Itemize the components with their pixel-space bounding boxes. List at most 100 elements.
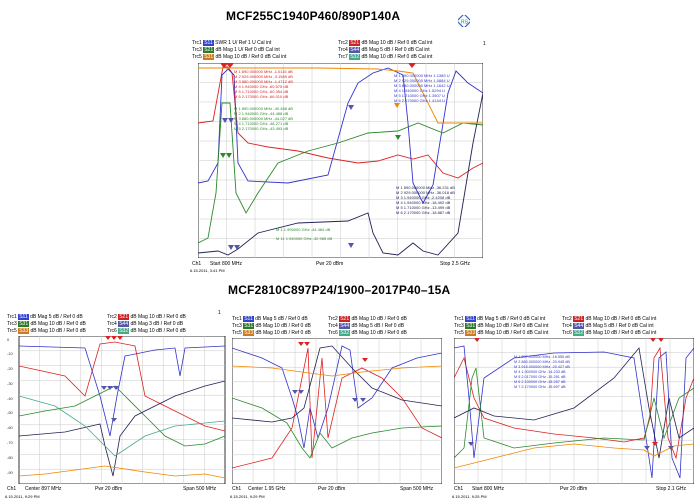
svg-text:M 4 1.900000 GHz -14.233 dB: M 4 1.900000 GHz -14.233 dB	[514, 370, 566, 374]
svg-text:-20: -20	[7, 366, 14, 371]
mid-footer-date: 6.15.2011, 9:29 PM	[230, 494, 265, 499]
top-trace-row-6: Trc7 S32 dB Mag 10 dB / Ref 0 dB Cal int	[338, 54, 432, 60]
right-footer-date: 6.15.2011, 9:25 PM	[452, 494, 487, 499]
top-trace-row-1: Trc1 S11 SWR 1 U/ Ref 1 U Cal int	[192, 40, 271, 46]
left-footer-date: 6.15.2011, 9:29 PM	[5, 494, 40, 499]
top-red-markers[interactable]	[220, 63, 416, 68]
mid-blue-markers[interactable]	[292, 390, 366, 402]
svg-text:M 3 915.000000 MHz -20.427 d: M 3 915.000000 MHz -20.427 dB	[514, 365, 570, 369]
right-trace-row-4: Trc2 S21 dB Mag 10 dB / Ref 0 dB Cal int	[562, 316, 657, 322]
top-plot-area[interactable]: M 1 890.000000 MHz -1.0116 dB M 2 929.00…	[198, 63, 483, 258]
svg-text:M 5 1.710000 GHz -60.354 dB: M 5 1.710000 GHz -60.354 dB	[234, 89, 289, 94]
right-plot-area[interactable]: M 1 897.000000 MHz -16.555 dB M 2 880.00…	[454, 338, 694, 484]
svg-text:M 11 1.940000 GHz -32.985 dB: M 11 1.940000 GHz -32.985 dB	[276, 236, 333, 241]
right-blue-markers[interactable]	[468, 442, 674, 450]
left-trace-row-4: Trc2 S21 dB Mag 10 dB / Ref 0 dB	[107, 314, 186, 320]
trace-chip[interactable]: S31	[18, 321, 30, 327]
svg-text:M 4 1.940000 GHz -60.575 dB: M 4 1.940000 GHz -60.575 dB	[234, 84, 289, 89]
trace-params: dB Mag 5 dB / Ref 0 dB Cal int	[361, 47, 430, 53]
right-trace-row-6: Trc6 S32 dB Mag 10 dB / Ref 0 dB Cal int	[562, 330, 657, 336]
svg-text:-50: -50	[7, 410, 14, 415]
trace-chip[interactable]: S21	[573, 316, 585, 322]
trace-chip[interactable]: S21	[118, 314, 130, 320]
svg-text:M 5 1.710000 GHz -13.499 dB: M 5 1.710000 GHz -13.499 dB	[396, 205, 451, 210]
trace-chip[interactable]: S32	[339, 330, 351, 336]
left-blue-markers[interactable]	[101, 386, 119, 422]
trace-chip[interactable]: S44	[118, 321, 130, 327]
trace-navy	[198, 92, 483, 256]
right-footer-stop: Stop 2.1 GHz	[656, 486, 687, 492]
mid-trace-row-4: Trc2 S21 dB Mag 10 dB / Ref 0 dB	[328, 316, 407, 322]
trace-chip[interactable]: S44	[573, 323, 585, 329]
trace-chip[interactable]: S11	[243, 316, 254, 322]
left-trace-row-6: Trc6 S32 dB Mag 10 dB / Ref 0 dB	[107, 328, 186, 334]
rohde-schwarz-logo-icon: RS	[456, 13, 472, 32]
svg-text:M 5 2.170000 GHz -43.493 dB: M 5 2.170000 GHz -43.493 dB	[234, 126, 289, 131]
svg-text:M 1 890.000000 MHz -1.0116 d: M 1 890.000000 MHz -1.0116 dB	[234, 69, 293, 74]
right-red-markers[interactable]	[474, 338, 664, 446]
left-plot-area[interactable]: 0 -10 -20 -30 -40 -50 -60 -70 -80 -90	[5, 336, 227, 484]
svg-text:M 7 2.170000 GHz -15.697 dB: M 7 2.170000 GHz -15.697 dB	[514, 385, 566, 389]
top-trace-row-4: Trc2 S21 dB Mag 10 dB / Ref 0 dB Cal int	[338, 40, 432, 46]
svg-text:M 6 2.170000 GHz -18.887 dB: M 6 2.170000 GHz -18.887 dB	[396, 210, 451, 215]
mid-trace-row-3: Trc5 S33 dB Mag 10 dB / Ref 0 dB	[232, 330, 311, 336]
trace-chip[interactable]: S32	[118, 328, 130, 334]
trace-chip[interactable]: S21	[349, 40, 361, 46]
trace-params: dB Mag 10 dB / Ref 0 dB Cal int	[215, 54, 287, 60]
right-marker-table-blue: M 1 897.000000 MHz -16.555 dB M 2 880.00…	[514, 355, 570, 389]
svg-text:M 3 880.000000 MHz 1.1642 U: M 3 880.000000 MHz 1.1642 U	[394, 83, 450, 88]
svg-text:-10: -10	[7, 351, 14, 356]
top-footer-stop: Stop 2.5 GHz	[440, 261, 471, 267]
left-trace-row-3: Trc5 S33 dB Mag 10 dB / Ref 0 dB	[7, 328, 86, 334]
trace-chip[interactable]: S32	[349, 54, 361, 60]
svg-text:0: 0	[7, 337, 10, 342]
trace-chip[interactable]: S33	[18, 328, 30, 334]
svg-text:-60: -60	[7, 425, 14, 430]
trace-id: Trc5	[192, 54, 202, 60]
trace-chip[interactable]: S32	[573, 330, 585, 336]
left-footer-ch: Ch1	[7, 486, 17, 492]
trace-chip[interactable]: S31	[203, 54, 215, 60]
trace-chip[interactable]: S21	[203, 47, 215, 53]
svg-text:M 6 2.170000 GHz -66.010 dB: M 6 2.170000 GHz -66.010 dB	[234, 94, 289, 99]
svg-text:-70: -70	[7, 440, 14, 445]
right-trace-row-5: Trc4 S44 dB Mag 5 dB / Ref 0 dB Cal int	[562, 323, 654, 329]
top-analyzer-panel: RS 1 Trc1 S11 SWR 1 U/ Ref 1 U Cal int T…	[190, 13, 490, 278]
right-analyzer-panel: Trc1 S11 dB Mag 5 dB / Ref 0 dB Cal int …	[452, 316, 698, 500]
svg-text:M 1 1.990000 GHz -44.484 dB: M 1 1.990000 GHz -44.484 dB	[276, 227, 331, 232]
left-footer-span: Span 500 MHz	[183, 486, 217, 492]
mid-trace-row-2: Trc3 S31 dB Mag 10 dB / Ref 0 dB	[232, 323, 311, 329]
trace-chip[interactable]: S44	[339, 323, 351, 329]
mid-red-markers[interactable]	[298, 342, 368, 362]
left-trace-row-5: Trc4 S44 dB Mag 3 dB / Ref 0 dB	[107, 321, 184, 327]
trace-chip[interactable]: S44	[349, 47, 361, 53]
trace-chip[interactable]: S21	[339, 316, 351, 322]
mid-footer-ch: Ch1	[232, 486, 242, 492]
left-red-markers[interactable]	[105, 336, 123, 340]
svg-text:-90: -90	[7, 470, 14, 475]
left-footer-center: Center 897 MHz	[25, 486, 62, 492]
trace-chip[interactable]: S11	[465, 316, 476, 322]
trace-id: Trc3	[192, 47, 202, 53]
top-green-markers[interactable]	[220, 135, 401, 158]
trace-id: Trc7	[338, 54, 348, 60]
top-page-number: 1	[483, 41, 486, 47]
mid-footer-center: Center 1.95 GHz	[248, 486, 286, 492]
svg-text:-40: -40	[7, 396, 14, 401]
trace-chip[interactable]: S33	[243, 330, 255, 336]
svg-text:M 1 890.000000 MHz -36.231 d: M 1 890.000000 MHz -36.231 dB	[396, 185, 455, 190]
trace-chip[interactable]: S31	[243, 323, 255, 329]
right-footer-pwr: Pwr 20 dBm	[560, 486, 588, 492]
top-footer-start: Start 800 MHz	[210, 261, 242, 267]
mid-plot-area[interactable]	[232, 338, 442, 484]
trace-chip[interactable]: S11	[18, 314, 29, 320]
mid-trace-row-6: Trc6 S32 dB Mag 10 dB / Ref 0 dB	[328, 330, 407, 336]
top-blue-markers[interactable]	[222, 105, 354, 250]
trace-chip[interactable]: S11	[203, 40, 214, 46]
mid-footer-pwr: Pwr 20 dBm	[318, 486, 346, 492]
svg-text:M 1 890.000000 MHz 1.1389 U: M 1 890.000000 MHz 1.1389 U	[394, 73, 450, 78]
trace-green	[198, 102, 483, 244]
trace-chip[interactable]: S33	[465, 330, 477, 336]
trace-chip[interactable]: S31	[465, 323, 477, 329]
left-footer-pwr: Pwr 20 dBm	[95, 486, 123, 492]
